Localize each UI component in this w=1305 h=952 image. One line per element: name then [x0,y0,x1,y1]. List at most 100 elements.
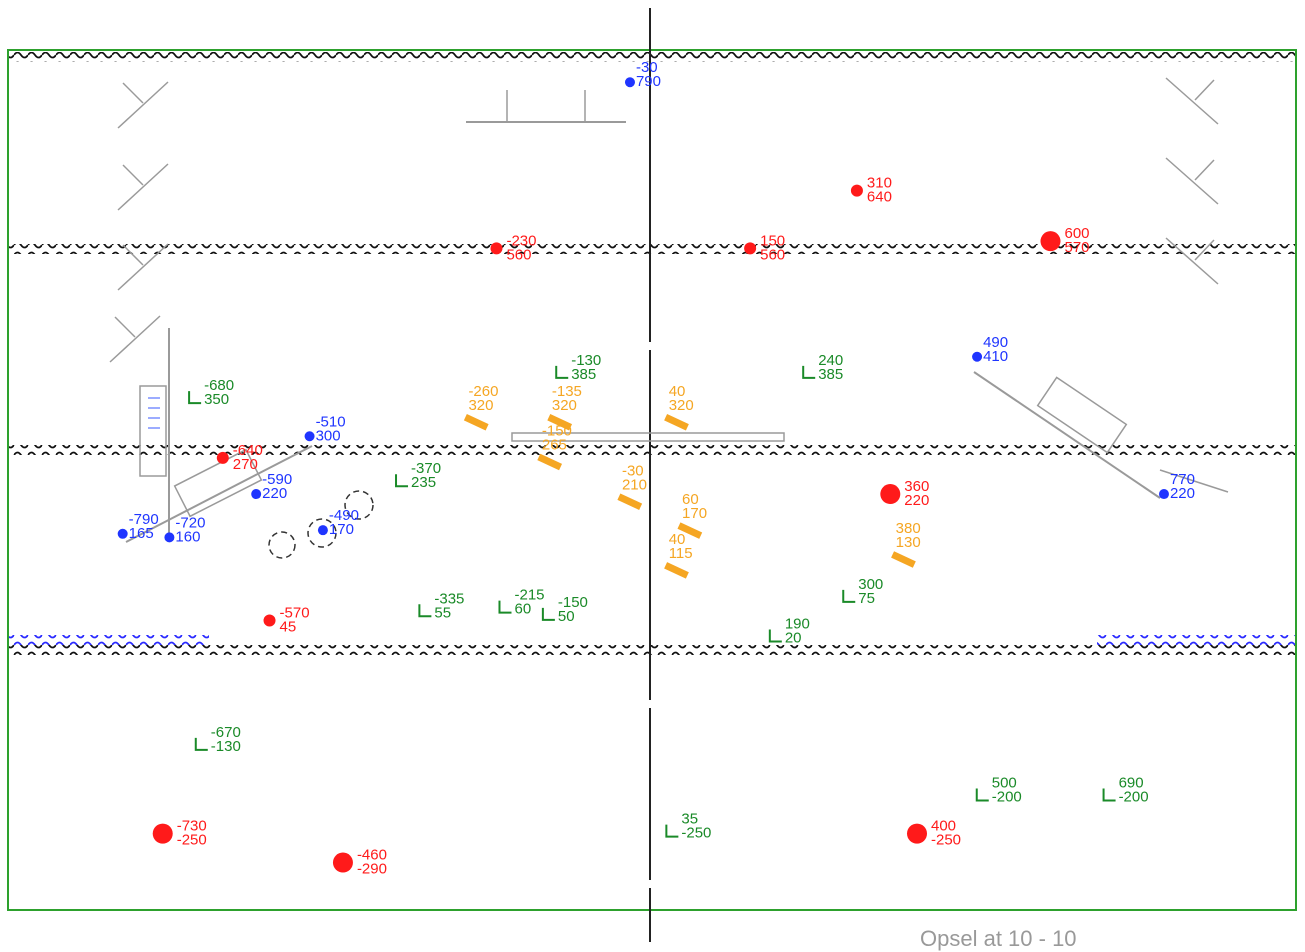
field-frame [7,49,1297,911]
y-symbol-left-1 [117,81,169,129]
green-marker-x-label: 690 [1119,775,1144,792]
blue-marker [251,489,262,500]
orange-block [677,522,703,539]
wave-line-top [9,52,1295,62]
green-bracket-icon [541,607,555,621]
green-bracket-icon [188,391,202,405]
green-bracket-icon [194,737,208,751]
red-marker [216,451,229,464]
blue-marker-y-label: 170 [329,521,354,538]
green-marker-x-label: -335 [434,590,464,607]
blue-marker-x-label: -510 [316,413,346,430]
green-marker-y-label: 50 [558,608,575,625]
orange-marker-x-label: 60 [682,491,699,508]
red-marker-y-label: 640 [867,189,892,206]
orange-marker-x-label: -135 [552,383,582,400]
blue-marker-x-label: -30 [636,59,658,76]
green-marker-y-label: -200 [992,789,1022,806]
green-bracket-icon [418,604,432,618]
orange-marker-y-label: 210 [622,476,647,493]
green-marker-y-label: 60 [514,601,531,618]
green-bracket-icon [975,788,989,802]
blue-marker-x-label: -720 [175,514,205,531]
green-marker-y-label: -130 [211,738,241,755]
green-marker-y-label: 385 [818,366,843,383]
blue-marker-x-label: -590 [262,471,292,488]
green-marker-y-label: -250 [681,825,711,842]
blue-marker-y-label: 220 [262,485,287,502]
green-marker-x-label: 500 [992,775,1017,792]
orange-block [547,414,573,431]
green-marker-x-label: -130 [571,352,601,369]
blue-marker [117,528,128,539]
red-marker-x-label: 310 [867,175,892,192]
red-marker [744,242,757,255]
green-bracket-icon [555,365,569,379]
red-marker-y-label: -250 [177,832,207,849]
red-marker [880,484,901,505]
orange-marker-x-label: 40 [669,531,686,548]
red-marker-y-label: -290 [357,861,387,878]
orange-marker-x-label: 380 [896,520,921,537]
wave-blue-left [9,635,209,645]
green-marker-x-label: -370 [411,460,441,477]
orange-marker-y-label: 320 [669,397,694,414]
wave-blue-right [1097,635,1295,645]
marker-layer: 310640-230560150560600570-640270360220-5… [117,59,1195,878]
blue-marker-y-label: 220 [1170,485,1195,502]
orange-block [664,414,689,431]
green-marker-y-label: 385 [571,366,596,383]
green-marker-x-label: -680 [204,377,234,394]
red-marker-x-label: -730 [177,818,207,835]
top-rail [466,90,626,123]
ring-markers [268,490,374,559]
red-marker-x-label: -570 [280,604,310,621]
orange-marker-y-label: 115 [669,545,693,562]
wave-line-3 [9,445,1295,455]
green-marker-x-label: 240 [818,352,843,369]
y-symbol-right-1 [1165,77,1219,125]
red-marker [850,184,863,197]
green-marker-y-label: 235 [411,474,436,491]
blue-marker [164,532,175,543]
center-bar [511,432,785,442]
ladder-rungs [148,397,160,429]
red-marker-y-label: 570 [1065,239,1090,256]
red-marker-y-label: -250 [931,832,961,849]
orange-block [537,453,563,471]
blue-marker [624,77,635,88]
right-crate [1036,376,1128,454]
green-marker-y-label: 75 [858,590,875,607]
green-bracket-icon [498,600,512,614]
green-bracket-icon [842,589,856,603]
y-symbol-left-4 [109,315,161,363]
orange-marker-y-label: 265 [542,437,567,454]
green-marker-x-label: 35 [681,811,698,828]
red-marker-y-label: 45 [280,618,297,635]
blue-marker [317,525,328,536]
orange-marker-y-label: 130 [896,534,921,551]
red-marker-y-label: 270 [233,456,258,473]
green-marker-y-label: 350 [204,391,229,408]
wave-lines [9,52,1295,655]
y-symbol-left-3 [117,243,169,291]
footer-caption: Opsel at 10 - 10 [920,926,1077,951]
orange-marker-x-label: -150 [542,423,572,440]
blue-marker-y-label: 165 [129,525,154,542]
blue-marker [304,431,315,442]
blue-marker-x-label: -790 [129,511,159,528]
red-marker [263,614,276,627]
red-marker-x-label: 360 [904,478,929,495]
red-marker-x-label: 400 [931,818,956,835]
green-marker-y-label: 55 [434,604,451,621]
red-marker [152,823,173,844]
blue-marker [1158,489,1169,500]
green-marker-x-label: -215 [514,587,544,604]
red-marker-x-label: 150 [760,232,785,249]
red-marker [907,823,927,844]
red-marker-x-label: -230 [506,232,536,249]
blue-marker-y-label: 410 [983,348,1008,365]
green-marker-x-label: 190 [785,616,810,633]
blue-marker-x-label: 770 [1170,471,1195,488]
green-marker-y-label: -200 [1119,789,1149,806]
